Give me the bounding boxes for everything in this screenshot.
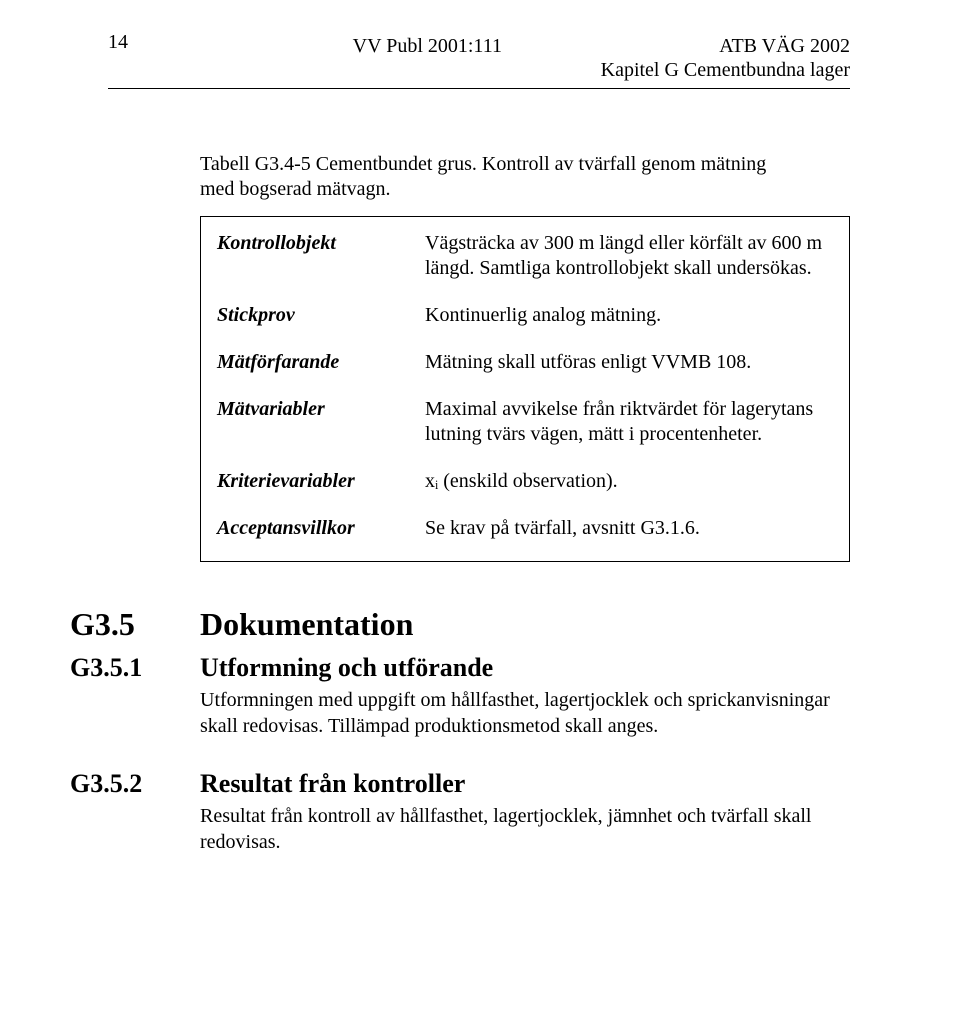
def-term: Mätförfarande: [217, 350, 425, 375]
def-term: Mätvariabler: [217, 397, 425, 447]
table-caption-line1: Tabell G3.4-5 Cementbundet grus. Kontrol…: [200, 153, 766, 175]
def-term: Kontrollobjekt: [217, 231, 425, 281]
section-title: Dokumentation: [200, 606, 850, 643]
page-number: 14: [108, 30, 128, 54]
def-desc: Vägsträcka av 300 m längd eller körfält …: [425, 231, 833, 281]
page: 14 VV Publ 2001:111 ATB VÄG 2002 Kapitel…: [0, 0, 960, 1025]
section-title: Resultat från kontroller: [200, 769, 850, 799]
section-g351: G3.5.1 Utformning och utförande Utformni…: [200, 653, 850, 759]
header-rule: [108, 88, 850, 89]
section-body: Resultat från kontroller Resultat från k…: [200, 769, 850, 875]
def-desc: Se krav på tvärfall, avsnitt G3.1.6.: [425, 516, 833, 541]
header-right-line1: ATB VÄG 2002: [601, 34, 850, 58]
sections: G3.5 Dokumentation G3.5.1 Utformning och…: [200, 606, 850, 875]
def-row: Acceptansvillkor Se krav på tvärfall, av…: [217, 516, 833, 541]
page-header: 14 VV Publ 2001:111 ATB VÄG 2002 Kapitel…: [200, 34, 850, 82]
section-g352: G3.5.2 Resultat från kontroller Resultat…: [200, 769, 850, 875]
section-number: G3.5: [70, 606, 200, 643]
def-term: Kriterievariabler: [217, 469, 425, 494]
def-row: Stickprov Kontinuerlig analog mätning.: [217, 303, 833, 328]
section-body: Utformning och utförande Utformningen me…: [200, 653, 850, 759]
def-desc: Mätning skall utföras enligt VVMB 108.: [425, 350, 833, 375]
section-number: G3.5.2: [70, 769, 200, 875]
def-row: Mätförfarande Mätning skall utföras enli…: [217, 350, 833, 375]
def-row: Mätvariabler Maximal avvikelse från rikt…: [217, 397, 833, 447]
section-text: Utformningen med uppgift om hållfasthet,…: [200, 687, 850, 739]
def-desc: xᵢ (enskild observation).: [425, 469, 833, 494]
definition-box: Kontrollobjekt Vägsträcka av 300 m längd…: [200, 216, 850, 562]
section-title: Utformning och utförande: [200, 653, 850, 683]
section-number: G3.5.1: [70, 653, 200, 759]
content: Tabell G3.4-5 Cementbundet grus. Kontrol…: [200, 152, 850, 875]
section-g35: G3.5 Dokumentation: [200, 606, 850, 643]
header-right-line2: Kapitel G Cementbundna lager: [601, 58, 850, 82]
header-center: VV Publ 2001:111: [254, 34, 601, 82]
section-text: Resultat från kontroll av hållfasthet, l…: [200, 803, 850, 855]
def-term: Stickprov: [217, 303, 425, 328]
header-right: ATB VÄG 2002 Kapitel G Cementbundna lage…: [601, 34, 850, 82]
def-row: Kriterievariabler xᵢ (enskild observatio…: [217, 469, 833, 494]
def-term: Acceptansvillkor: [217, 516, 425, 541]
table-caption-line2: med bogserad mätvagn.: [200, 178, 391, 200]
def-desc: Kontinuerlig analog mätning.: [425, 303, 833, 328]
def-row: Kontrollobjekt Vägsträcka av 300 m längd…: [217, 231, 833, 281]
def-desc: Maximal avvikelse från riktvärdet för la…: [425, 397, 833, 447]
table-caption: Tabell G3.4-5 Cementbundet grus. Kontrol…: [200, 152, 850, 202]
